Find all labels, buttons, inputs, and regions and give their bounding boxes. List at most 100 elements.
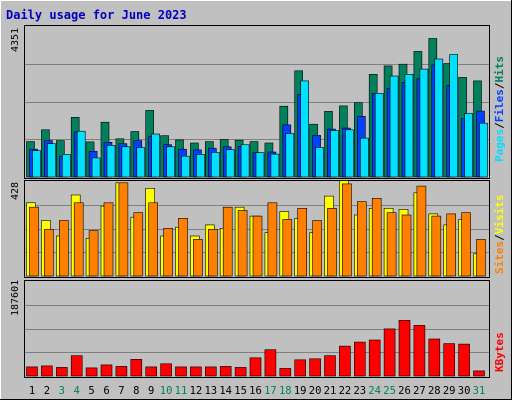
bar-sites (461, 212, 471, 277)
bar-pages (121, 146, 131, 178)
bar-sites (237, 210, 248, 277)
bar-kbytes (458, 343, 470, 377)
bar-kbytes (353, 341, 366, 377)
day-label: 21 (324, 385, 337, 397)
day-label: 27 (413, 385, 426, 397)
legend-entry: Files (493, 89, 506, 122)
legend-entry: Sites (493, 241, 506, 274)
bar-sites (163, 228, 173, 277)
legend-text: Pages/Files/Hits (493, 56, 506, 162)
day-label: 24 (368, 385, 381, 397)
legend-visits-sites: Sites/Visits (493, 195, 506, 275)
bar-pages (211, 152, 220, 178)
bar-sites (446, 213, 457, 277)
bar-sites (267, 202, 278, 277)
bar-pages (136, 147, 146, 178)
bar-sites (401, 214, 412, 277)
bar-pages (61, 154, 71, 178)
day-label: 19 (294, 385, 307, 397)
bar-kbytes (55, 367, 68, 377)
bar-kbytes (175, 366, 187, 377)
bar-kbytes (413, 325, 426, 377)
bar-pages (434, 58, 444, 178)
day-label: 6 (103, 385, 109, 397)
day-label: 5 (88, 385, 94, 397)
panel1-ymax-label: 4351 (10, 28, 21, 52)
bar-kbytes (279, 368, 292, 377)
bar-pages (300, 80, 310, 178)
day-label: 10 (160, 385, 173, 397)
bar-sites (118, 182, 129, 277)
bar-pages (464, 113, 473, 178)
bar-kbytes (234, 367, 247, 377)
legend-kbytes: KBytes (493, 332, 506, 372)
bar-kbytes (368, 339, 381, 377)
legend-entry: / (493, 122, 506, 129)
bar-pages (255, 152, 265, 178)
day-label: 25 (383, 385, 396, 397)
bar-kbytes (145, 366, 157, 377)
legend-text: KBytes (493, 332, 506, 372)
bar-kbytes (219, 366, 232, 377)
legend-entry: KBytes (493, 332, 506, 372)
bar-sites (327, 208, 337, 277)
bar-pages (315, 147, 324, 178)
bar-kbytes (398, 319, 411, 377)
day-label: 13 (204, 385, 217, 397)
bar-kbytes (130, 358, 143, 377)
bar-pages (419, 68, 429, 178)
bar-pages (330, 130, 339, 178)
bar-kbytes (473, 370, 485, 377)
day-label: 18 (279, 385, 292, 397)
bar-kbytes (205, 366, 217, 377)
bar-sites (282, 219, 293, 277)
bar-sites (297, 208, 308, 277)
bar-sites (44, 229, 54, 277)
day-label: 1 (29, 385, 35, 397)
bar-sites (29, 206, 39, 277)
day-label: 2 (44, 385, 50, 397)
bar-sites (371, 198, 382, 277)
bar-sites (252, 215, 263, 277)
bar-pages (404, 74, 414, 178)
bar-pages (479, 122, 488, 178)
day-label: 3 (59, 385, 65, 397)
bar-kbytes (26, 366, 38, 377)
bar-sites (312, 220, 322, 277)
bar-sites (386, 212, 397, 277)
legend-entry: / (493, 234, 506, 241)
bar-kbytes (309, 358, 321, 377)
bar-pages (32, 150, 41, 178)
bar-sites (58, 220, 69, 277)
day-label: 20 (309, 385, 322, 397)
x-axis-day-labels: 1 2 3 4 5 6 7 8 9 10 11 12 13 14 15 16 17 18 19 20 21 22 23 24 2… (29, 385, 485, 397)
bar-kbytes (41, 365, 53, 377)
legend-hits-files-pages: Pages/Files/Hits (493, 56, 506, 162)
bar-pages (181, 155, 190, 178)
bar-kbytes (428, 338, 441, 377)
bar-kbytes (160, 363, 172, 377)
bar-kbytes (85, 367, 98, 377)
bar-sites (342, 183, 352, 277)
day-label: 30 (458, 385, 471, 397)
bar-pages (47, 143, 56, 178)
day-label: 11 (175, 385, 188, 397)
day-label: 8 (133, 385, 139, 397)
bar-sites (148, 202, 158, 277)
day-label: 17 (264, 385, 277, 397)
panel2-ymax-label: 428 (10, 182, 21, 200)
legend-text: Sites/Visits (493, 195, 506, 275)
bar-kbytes (294, 359, 307, 377)
bar-sites (356, 201, 367, 277)
day-label: 23 (353, 385, 366, 397)
day-label: 26 (398, 385, 411, 397)
day-label: 28 (428, 385, 441, 397)
bar-sites (208, 229, 218, 277)
bars-layer (26, 38, 488, 377)
legend-entry: Visits (493, 195, 506, 235)
bar-sites (222, 206, 233, 277)
day-label: 4 (74, 385, 80, 397)
bar-pages (151, 133, 160, 178)
bar-sites (73, 202, 84, 277)
